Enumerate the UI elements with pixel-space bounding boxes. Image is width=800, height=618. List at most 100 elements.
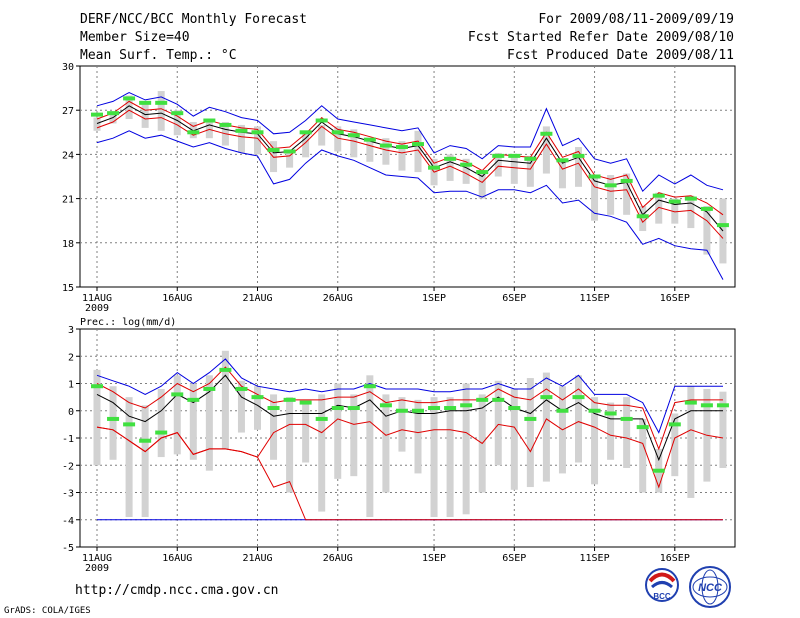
temp-observed-marker bbox=[107, 111, 120, 116]
temp-spread-box bbox=[318, 124, 326, 146]
temp-observed-marker bbox=[347, 133, 360, 138]
temp-xtick-label: 11SEP bbox=[579, 293, 609, 304]
temp-spread-box bbox=[687, 195, 695, 229]
prec-spread-box bbox=[254, 386, 261, 430]
temp-observed-marker bbox=[91, 112, 103, 117]
temp-spread-box bbox=[558, 160, 566, 189]
prec-ytick-label: -4 bbox=[62, 516, 74, 527]
prec-spread-box bbox=[591, 397, 599, 485]
temp-observed-marker bbox=[668, 199, 681, 204]
prec-observed-marker bbox=[540, 395, 553, 400]
bcc-logo: BCC bbox=[645, 568, 679, 602]
prec-spread-box bbox=[270, 394, 278, 460]
temp-observed-marker bbox=[476, 170, 489, 175]
prec-std-low-display-line bbox=[96, 418, 724, 489]
temp-spread-box bbox=[125, 95, 133, 120]
temp-observed-marker bbox=[203, 118, 216, 123]
temp-observed-marker bbox=[412, 142, 424, 147]
temp-spread-box bbox=[366, 139, 374, 162]
prec-xtick-label: 16SEP bbox=[660, 553, 690, 564]
temp-observed-marker bbox=[395, 145, 408, 150]
source-url[interactable]: http://cmdp.ncc.cma.gov.cn bbox=[75, 583, 279, 598]
temp-xtick-label: 16AUG bbox=[162, 293, 192, 304]
prec-observed-marker bbox=[299, 400, 312, 405]
prec-spread-box bbox=[125, 397, 133, 518]
prec-spread-box bbox=[446, 397, 454, 518]
temp-lower-line bbox=[96, 130, 724, 280]
prec-spread-box bbox=[173, 375, 181, 455]
prec-observed-marker bbox=[604, 411, 617, 416]
member-size: Member Size=40 bbox=[80, 30, 190, 45]
temp-year-label: 2009 bbox=[85, 303, 109, 314]
prec-spread-box bbox=[157, 388, 165, 458]
temp-observed-marker bbox=[379, 143, 392, 148]
prec-observed-marker bbox=[444, 406, 457, 411]
temp-observed-marker bbox=[123, 96, 136, 101]
prec-spread-box bbox=[575, 375, 582, 463]
prec-spread-box bbox=[237, 380, 245, 433]
temp-observed-marker bbox=[620, 178, 633, 183]
temp-spread-box bbox=[382, 138, 390, 165]
prec-spread-box bbox=[510, 388, 518, 490]
temp-spread-box bbox=[446, 154, 454, 181]
temp-observed-marker bbox=[588, 174, 601, 179]
prec-spread-box bbox=[189, 383, 197, 460]
prec-spread-box bbox=[607, 402, 615, 460]
temp-observed-marker bbox=[524, 156, 537, 161]
temp-xtick-label: 1SEP bbox=[422, 293, 446, 304]
prec-plot-frame bbox=[79, 328, 736, 548]
prec-ytick-label: -5 bbox=[62, 543, 74, 554]
temp-observed-marker bbox=[251, 130, 264, 135]
prec-ytick-label: 3 bbox=[68, 325, 74, 336]
variable-label: Mean Surf. Temp.: °C bbox=[80, 48, 237, 63]
prec-observed-marker bbox=[508, 406, 521, 411]
temp-observed-marker bbox=[363, 137, 376, 142]
temp-observed-marker bbox=[540, 131, 553, 136]
prec-spread-box bbox=[671, 413, 679, 477]
temp-spread-box bbox=[334, 126, 342, 152]
temp-spread-box bbox=[575, 147, 582, 187]
prec-spread-box bbox=[205, 375, 213, 471]
prec-observed-marker bbox=[716, 403, 729, 408]
prec-observed-marker bbox=[412, 408, 424, 413]
prec-spread-box bbox=[302, 402, 310, 463]
grads-credit: GrADS: COLA/IGES bbox=[4, 606, 91, 616]
temp-spread-box bbox=[254, 126, 261, 155]
prec-observed-marker bbox=[476, 397, 489, 402]
temp-spread-box bbox=[494, 152, 502, 177]
temp-plot-frame bbox=[79, 65, 736, 288]
prec-spread-box bbox=[462, 383, 470, 515]
temp-ytick-label: 15 bbox=[62, 283, 74, 294]
prec-observed-marker bbox=[620, 416, 633, 421]
temp-observed-marker bbox=[444, 156, 457, 161]
temp-xtick-label: 6SEP bbox=[502, 293, 526, 304]
temp-spread-box bbox=[173, 110, 181, 136]
temp-xtick-label: 26AUG bbox=[323, 293, 353, 304]
prec-observed-marker bbox=[395, 408, 408, 413]
temp-std-low-line bbox=[96, 109, 724, 239]
temp-observed-marker bbox=[139, 100, 152, 105]
prec-spread-box bbox=[382, 394, 390, 493]
temp-observed-marker bbox=[219, 122, 232, 127]
prec-xtick-label: 1SEP bbox=[422, 553, 446, 564]
prec-xtick-label: 16AUG bbox=[162, 553, 192, 564]
fcst-started-date: Fcst Started Refer Date 2009/08/10 bbox=[467, 30, 734, 45]
prec-xtick-label: 11AUG bbox=[82, 553, 112, 564]
temp-observed-marker bbox=[716, 223, 729, 228]
temp-xtick-label: 11AUG bbox=[82, 293, 112, 304]
prec-observed-marker bbox=[492, 397, 505, 402]
prec-observed-marker bbox=[331, 406, 344, 411]
temp-observed-marker bbox=[315, 118, 328, 123]
prec-spread-box bbox=[334, 383, 342, 479]
temp-observed-marker bbox=[460, 162, 473, 167]
prec-observed-marker bbox=[652, 468, 665, 473]
temp-spread-box bbox=[623, 173, 631, 215]
temp-upper-line bbox=[96, 91, 724, 193]
temp-xtick-label: 21AUG bbox=[242, 293, 272, 304]
forecast-period: For 2009/08/11-2009/09/19 bbox=[538, 12, 734, 27]
prec-xtick-label: 26AUG bbox=[323, 553, 353, 564]
temp-observed-marker bbox=[428, 165, 441, 170]
prec-xtick-label: 11SEP bbox=[579, 553, 609, 564]
temp-ytick-label: 21 bbox=[62, 195, 74, 206]
